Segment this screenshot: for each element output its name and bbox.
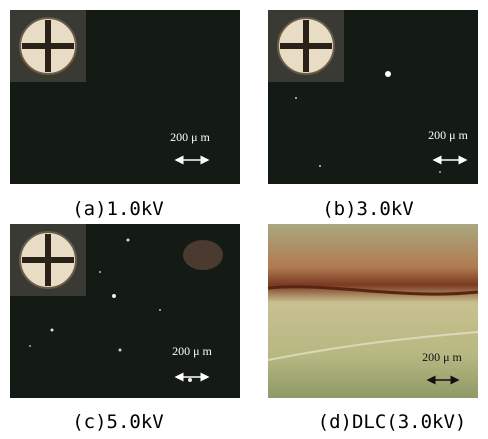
scale-label: 200 μ m <box>170 130 210 144</box>
caption: (d)DLC(3.0kV) <box>318 411 467 433</box>
caption: (c)5.0kV <box>72 411 164 433</box>
caption: (a)1.0kV <box>72 198 164 220</box>
panel: 200 μ m (b)3.0kV <box>268 10 478 220</box>
panel: 200 μ m (d)DLC(3.0kV) <box>268 224 478 433</box>
figure: 200 μ m (a)1.0kV 200 μ m (b)3.0kV 200 μ … <box>0 0 488 434</box>
scale-label: 200 μ m <box>172 344 212 358</box>
scale-label: 200 μ m <box>428 128 468 142</box>
scale-label: 200 μ m <box>422 350 462 364</box>
caption: (b)3.0kV <box>322 198 414 220</box>
panel: 200 μ m (a)1.0kV <box>10 10 240 220</box>
panel: 200 μ m (c)5.0kV <box>10 224 240 433</box>
